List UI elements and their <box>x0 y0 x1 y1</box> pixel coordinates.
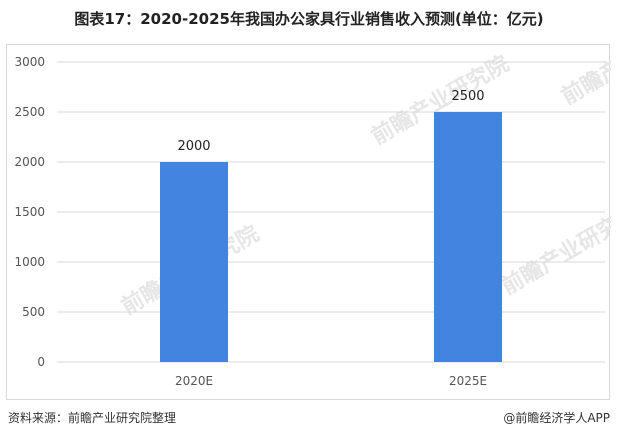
data-label-2025E: 2500 <box>451 89 484 104</box>
y-tick-label: 0 <box>37 355 45 369</box>
bar-chart: 前瞻产业研究院前瞻产业研究院前瞻产业研究院前瞻产业研究院 05001000150… <box>14 45 611 388</box>
x-tick-label: 2025E <box>449 374 487 388</box>
y-tick-label: 1500 <box>14 205 45 219</box>
bars <box>160 112 502 362</box>
watermark-text: 前瞻产业研究院 <box>557 45 611 110</box>
y-axis: 0 500 1000 1500 2000 2500 3000 <box>14 55 45 369</box>
y-tick-label: 500 <box>22 305 45 319</box>
x-axis: 2020E 2025E <box>175 374 487 388</box>
data-label-2020E: 2000 <box>177 139 210 154</box>
chart-title: 图表17：2020-2025年我国办公家具行业销售收入预测(单位：亿元) <box>74 10 544 28</box>
bar-2020E <box>160 162 228 362</box>
y-tick-label: 3000 <box>14 55 45 69</box>
chart-frame: 前瞻产业研究院前瞻产业研究院前瞻产业研究院前瞻产业研究院 05001000150… <box>6 44 611 400</box>
gridlines <box>57 61 605 363</box>
y-tick-label: 1000 <box>14 255 45 269</box>
watermark-text: 前瞻产业研究院 <box>497 201 611 301</box>
y-tick-label: 2500 <box>14 105 45 119</box>
x-tick-label: 2020E <box>175 374 213 388</box>
y-tick-label: 2000 <box>14 155 45 169</box>
bar-2025E <box>434 112 502 362</box>
brand-credit: @前瞻经济学人APP <box>503 411 610 425</box>
data-labels: 2000 2500 <box>177 89 484 154</box>
source-note: 资料来源：前瞻产业研究院整理 <box>8 411 177 425</box>
